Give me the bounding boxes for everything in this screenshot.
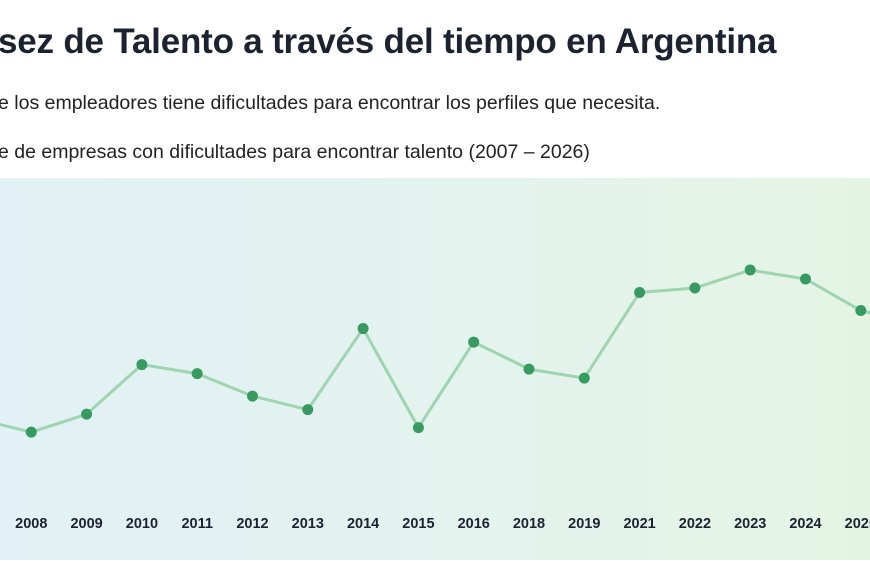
x-tick-label: 2011: [181, 516, 212, 532]
series-line: [0, 268, 870, 434]
data-point-2015: [412, 422, 424, 434]
data-point-2012: [247, 390, 258, 402]
data-point-2021: [634, 287, 646, 299]
x-tick-label: 2015: [402, 516, 434, 532]
x-tick-label: 2021: [623, 516, 655, 532]
x-tick-label: 2014: [347, 516, 379, 532]
data-point-2019: [578, 372, 590, 384]
x-tick-label: 2024: [789, 516, 821, 532]
x-tick-label: 2022: [679, 516, 711, 532]
data-point-2023: [744, 264, 756, 276]
data-point-2011: [191, 368, 203, 380]
x-tick-label: 2016: [458, 516, 490, 532]
data-point-2009: [81, 408, 93, 420]
data-point-2024: [800, 273, 811, 285]
data-point-2025: [855, 305, 867, 317]
data-point-2010: [136, 359, 148, 371]
data-point-2013: [302, 404, 314, 416]
x-tick-label: 2025: [845, 516, 870, 532]
data-point-2008: [25, 426, 37, 438]
data-point-2018: [523, 363, 535, 375]
x-tick-label: 2008: [15, 516, 47, 532]
data-point-2014: [357, 323, 369, 335]
chart-title: sez de Talento a través del tiempo en Ar…: [0, 22, 777, 61]
x-tick-label: 2009: [70, 516, 102, 532]
subtitle-percentage: e de empresas con dificultades para enco…: [0, 141, 590, 163]
data-point-2016: [468, 336, 480, 348]
x-tick-label: 2013: [292, 516, 324, 532]
x-tick-label: 2012: [236, 516, 268, 532]
x-tick-label: 2023: [734, 516, 766, 532]
data-point-2022: [689, 282, 701, 294]
x-tick-label: 2010: [126, 516, 158, 532]
x-tick-label: 2019: [568, 516, 600, 532]
x-tick-label: 2018: [513, 516, 545, 532]
subtitle-employers: e los empleadores tiene dificultades par…: [0, 92, 661, 114]
